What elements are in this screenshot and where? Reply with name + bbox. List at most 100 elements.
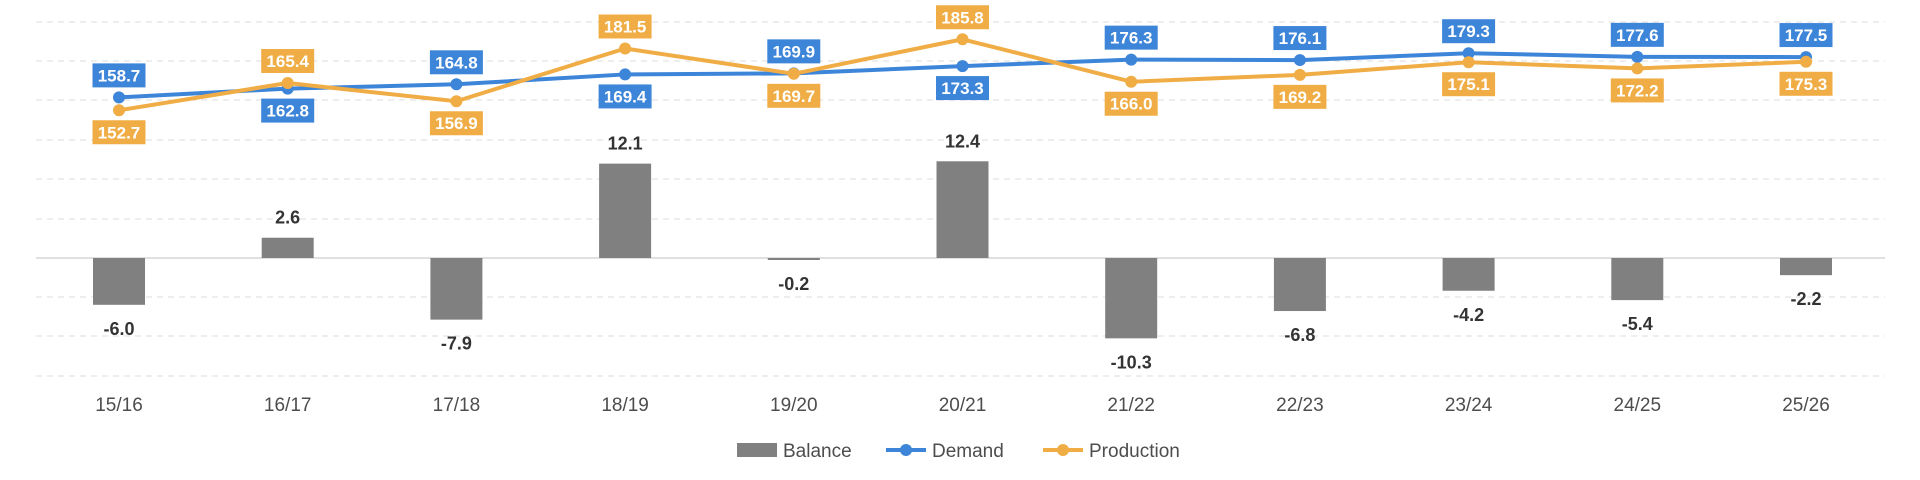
- x-tick-label: 17/18: [433, 395, 481, 416]
- balance-bar: [599, 163, 652, 258]
- demand-label-box: [1779, 23, 1833, 48]
- production-label-box: [767, 83, 821, 108]
- legend: Balance Demand Production: [737, 441, 1180, 462]
- balance-bars: [93, 161, 1832, 339]
- balance-value-label: 12.4: [945, 131, 980, 151]
- demand-label-box: [598, 84, 652, 109]
- balance-bar: [93, 258, 145, 305]
- demand-label-box: [1442, 19, 1496, 44]
- x-tick-label: 15/16: [95, 395, 143, 416]
- balance-value-label: -5.4: [1622, 314, 1653, 334]
- balance-value-label: -2.2: [1790, 289, 1821, 309]
- demand-label-box: [1610, 22, 1664, 47]
- production-label-box: [1273, 84, 1327, 109]
- demand-label-box: [1104, 25, 1158, 50]
- production-value-label: 166.0: [1110, 95, 1153, 114]
- production-point: [1462, 56, 1475, 69]
- demand-value-label: 177.6: [1616, 26, 1659, 45]
- production-label-box: [598, 14, 652, 39]
- balance-value-label: -7.9: [441, 334, 472, 354]
- demand-value-label: 158.7: [98, 66, 141, 85]
- demand-value-label: 179.3: [1447, 22, 1490, 41]
- demand-point: [113, 91, 125, 104]
- demand-value-label: 177.5: [1785, 26, 1828, 45]
- demand-point: [450, 78, 463, 91]
- x-tick-label: 18/19: [601, 395, 649, 416]
- production-value-label: 175.3: [1785, 75, 1828, 94]
- balance-bar: [1780, 258, 1832, 276]
- demand-value-label: 173.3: [941, 79, 984, 98]
- x-axis-ticks: 15/16 16/17 17/18 18/19 19/20 20/21 21/22 22/23…: [95, 395, 1830, 416]
- balance-bar: [1442, 258, 1495, 291]
- production-point: [113, 104, 125, 117]
- production-value-label: 185.8: [941, 8, 984, 27]
- demand-value-label: 176.3: [1110, 29, 1153, 48]
- series-lines: [113, 33, 1812, 117]
- balance-bar: [1611, 258, 1664, 301]
- legend-demand-marker: [900, 444, 912, 456]
- production-value-label: 156.9: [435, 114, 478, 133]
- balance-bar: [430, 258, 483, 320]
- production-label-box: [1779, 71, 1833, 96]
- demand-label-box: [936, 76, 989, 101]
- production-point: [1631, 62, 1644, 75]
- balance-value-label: 2.6: [275, 208, 300, 228]
- production-value-label: 169.7: [773, 87, 816, 106]
- demand-value-label: 162.8: [266, 102, 309, 121]
- production-point: [450, 95, 463, 108]
- demand-point: [1125, 53, 1138, 66]
- demand-value-label: 164.8: [435, 53, 478, 72]
- demand-value-label: 169.4: [604, 87, 647, 106]
- balance-value-label: -10.3: [1111, 352, 1152, 372]
- production-label-box: [1104, 91, 1158, 116]
- demand-label-box: [92, 63, 146, 88]
- x-tick-label: 19/20: [770, 395, 818, 416]
- production-point: [281, 77, 294, 90]
- balance-bar: [1273, 258, 1326, 312]
- legend-balance-label: Balance: [783, 441, 852, 462]
- balance-value-label: -4.2: [1453, 305, 1484, 325]
- production-label-box: [261, 49, 315, 74]
- demand-point: [1631, 50, 1644, 63]
- x-tick-label: 24/25: [1614, 395, 1662, 416]
- legend-production-label: Production: [1089, 441, 1180, 462]
- demand-value-label: 176.1: [1279, 29, 1322, 48]
- x-tick-label: 25/26: [1782, 395, 1830, 416]
- production-point: [619, 42, 632, 55]
- balance-bar: [767, 258, 820, 260]
- balance-bar: [1105, 258, 1158, 339]
- balance-value-label: -0.2: [778, 274, 809, 294]
- production-label-box: [1442, 72, 1496, 97]
- x-tick-label: 22/23: [1276, 395, 1324, 416]
- production-value-label: 181.5: [604, 17, 647, 36]
- production-point: [956, 33, 969, 46]
- production-value-label: 175.1: [1447, 75, 1490, 94]
- production-value-label: 172.2: [1616, 81, 1659, 100]
- production-point: [1800, 55, 1812, 68]
- demand-label-box: [429, 50, 483, 75]
- demand-label-box: [261, 98, 315, 123]
- x-tick-label: 21/22: [1107, 395, 1155, 416]
- demand-point: [1462, 47, 1475, 60]
- legend-balance-swatch: [737, 443, 777, 457]
- demand-value-label: 169.9: [773, 42, 816, 61]
- data-labels: -6.0 2.6 -7.9 12.1 -0.2 12.4 -10.3 -6.8 -4.2 -5.4…: [92, 5, 1833, 372]
- x-tick-label: 20/21: [939, 395, 987, 416]
- production-point: [787, 67, 800, 80]
- production-label-box: [92, 120, 146, 145]
- demand-point: [619, 68, 632, 81]
- balance-value-label: -6.0: [103, 319, 134, 339]
- demand-point: [1293, 54, 1306, 67]
- production-point: [1125, 75, 1138, 88]
- x-tick-label: 23/24: [1445, 395, 1493, 416]
- demand-point: [956, 60, 969, 73]
- balance-bar: [261, 237, 314, 258]
- demand-label-box: [1273, 26, 1327, 51]
- demand-label-box: [767, 39, 821, 64]
- production-point: [1293, 68, 1306, 81]
- production-value-label: 165.4: [266, 52, 309, 71]
- legend-demand-label: Demand: [932, 441, 1004, 462]
- balance-bar: [936, 161, 989, 258]
- legend-production-marker: [1057, 444, 1069, 456]
